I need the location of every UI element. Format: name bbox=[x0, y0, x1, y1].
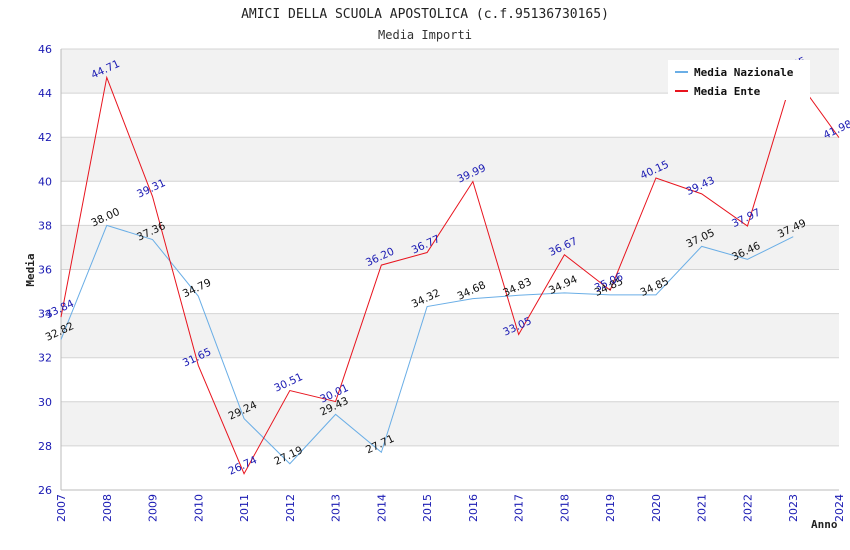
band bbox=[61, 137, 839, 182]
x-tick-label: 2013 bbox=[330, 494, 343, 522]
x-tick-label: 2020 bbox=[650, 494, 663, 522]
legend-box bbox=[668, 60, 810, 100]
x-tick-label: 2018 bbox=[558, 494, 571, 522]
band bbox=[61, 93, 839, 138]
band bbox=[61, 357, 839, 402]
legend-label: Media Nazionale bbox=[694, 66, 794, 79]
x-tick-label: 2009 bbox=[147, 494, 160, 522]
y-tick-label: 30 bbox=[38, 396, 52, 409]
series-line-2 bbox=[60, 73, 840, 475]
x-tick-label: 2010 bbox=[192, 494, 205, 522]
x-tick-label: 2019 bbox=[604, 494, 617, 522]
legend: Media Nazionale Media Ente bbox=[668, 60, 810, 100]
background-bands bbox=[61, 49, 839, 490]
legend-label: Media Ente bbox=[694, 85, 761, 98]
x-tick-label: 2017 bbox=[513, 494, 526, 522]
x-tick-labels: 2007 2008 2009 2010 2011 2012 2013 2014 2015 2016… bbox=[55, 494, 846, 522]
x-tick-label: 2016 bbox=[467, 494, 480, 522]
y-axis-title: Media bbox=[24, 253, 37, 286]
x-tick-label: 2007 bbox=[55, 494, 68, 522]
band bbox=[61, 401, 839, 446]
y-tick-label: 34 bbox=[38, 308, 52, 321]
x-tick-label: 2021 bbox=[696, 494, 709, 522]
y-tick-label: 38 bbox=[38, 219, 52, 232]
band bbox=[61, 181, 839, 226]
y-tick-labels: 26 28 30 32 34 36 38 40 42 44 46 bbox=[38, 43, 52, 497]
x-tick-label: 2022 bbox=[741, 494, 754, 522]
x-axis-title: Anno bbox=[811, 518, 838, 531]
x-tick-label: 2015 bbox=[421, 494, 434, 522]
band bbox=[61, 269, 839, 314]
y-tick-label: 40 bbox=[38, 175, 52, 188]
x-tick-label: 2024 bbox=[833, 494, 846, 522]
x-tick-label: 2008 bbox=[101, 494, 114, 522]
band bbox=[61, 445, 839, 490]
x-tick-label: 2012 bbox=[284, 494, 297, 522]
x-tick-label: 2023 bbox=[787, 494, 800, 522]
y-tick-label: 36 bbox=[38, 264, 52, 277]
y-tick-label: 32 bbox=[38, 352, 52, 365]
x-tick-label: 2011 bbox=[238, 494, 251, 522]
y-tick-label: 46 bbox=[38, 43, 52, 56]
series-lines bbox=[60, 73, 840, 475]
y-tick-label: 44 bbox=[38, 87, 52, 100]
y-tick-label: 42 bbox=[38, 131, 52, 144]
band bbox=[61, 313, 839, 358]
x-tick-label: 2014 bbox=[375, 494, 388, 522]
band bbox=[61, 225, 839, 270]
series-line-1 bbox=[60, 224, 794, 465]
y-tick-label: 28 bbox=[38, 440, 52, 453]
chart-subtitle: Media Importi bbox=[378, 28, 472, 42]
y-tick-label: 26 bbox=[38, 484, 52, 497]
chart-title: AMICI DELLA SCUOLA APOSTOLICA (c.f.95136… bbox=[241, 7, 609, 22]
